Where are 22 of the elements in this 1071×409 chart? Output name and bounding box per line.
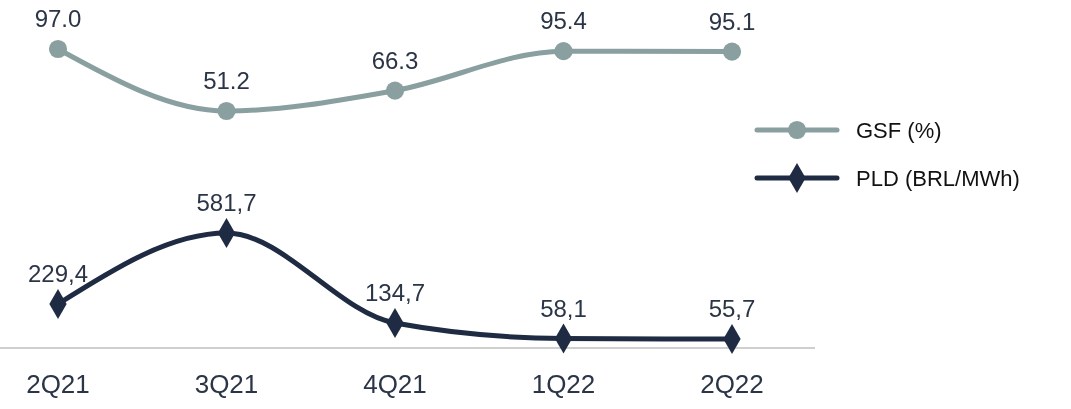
x-tick-label: 4Q21 bbox=[363, 369, 427, 399]
x-tick-label: 3Q21 bbox=[194, 369, 259, 399]
x-tick-label: 1Q22 bbox=[531, 369, 596, 399]
legend-label: GSF (%) bbox=[856, 118, 942, 143]
point bbox=[385, 81, 405, 100]
data-label: 55,7 bbox=[708, 295, 756, 322]
data-label: 229,4 bbox=[27, 260, 89, 287]
legend-label: PLD (BRL/MWh) bbox=[856, 166, 1020, 191]
data-label: 66.3 bbox=[371, 46, 419, 74]
data-label: 95.4 bbox=[540, 7, 587, 35]
point bbox=[217, 101, 236, 121]
data-label: 51.2 bbox=[203, 67, 250, 94]
point bbox=[554, 42, 573, 61]
data-label: 95.1 bbox=[708, 7, 756, 35]
data-label: 58,1 bbox=[540, 294, 587, 322]
x-tick-label: 2Q22 bbox=[700, 369, 764, 399]
x-tick-label: 2Q21 bbox=[26, 369, 90, 399]
data-label: 97.0 bbox=[34, 5, 82, 32]
data-label: 581,7 bbox=[196, 189, 257, 216]
point bbox=[48, 39, 68, 59]
point bbox=[722, 42, 742, 61]
data-label: 134,7 bbox=[364, 279, 426, 307]
